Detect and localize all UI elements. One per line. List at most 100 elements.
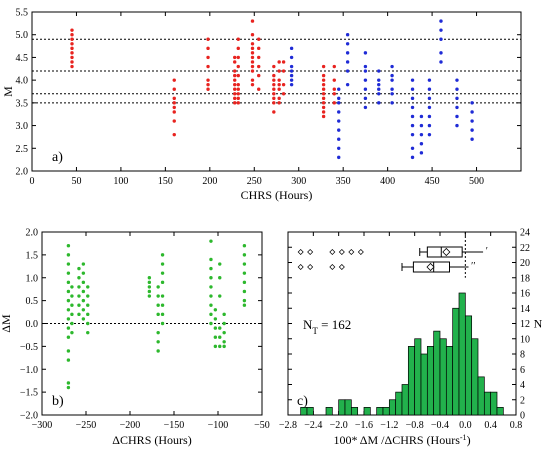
green-data-point (147, 285, 152, 289)
blue-data-point (390, 64, 394, 69)
red-data-point (332, 92, 336, 96)
blue-data-point (337, 101, 341, 105)
red-data-point (281, 82, 286, 87)
x-tick-label: 0 (30, 176, 35, 187)
red-data-point (281, 60, 286, 64)
red-data-point (206, 87, 210, 91)
y-tick-label: −0.5 (20, 342, 38, 353)
green-data-point (222, 321, 226, 326)
red-data-point (272, 73, 276, 78)
red-data-point (70, 64, 74, 69)
green-data-point (222, 330, 226, 335)
blue-data-point (363, 78, 368, 82)
green-data-point (77, 276, 81, 280)
blue-data-point (439, 19, 443, 23)
red-data-point (233, 55, 237, 60)
x-axis-label: ΔCHRS (Hours) (112, 433, 191, 447)
x-tick-label: −0.4 (431, 420, 449, 431)
green-data-point (156, 285, 160, 289)
green-data-point (242, 253, 247, 257)
red-data-point (70, 51, 74, 55)
blue-data-point (363, 69, 368, 73)
blue-data-point (470, 110, 474, 114)
y-tick-label: 5.0 (16, 30, 29, 41)
red-data-point (70, 33, 74, 37)
blue-data-point (419, 151, 424, 155)
y-tick-label: 0.5 (26, 296, 39, 307)
blue-data-point (427, 87, 432, 91)
x-tick-label: −50 (254, 420, 270, 431)
red-data-point (321, 96, 326, 101)
histogram-bar (477, 376, 485, 416)
x-tick-label: 250 (247, 176, 262, 187)
green-data-point (222, 340, 226, 344)
red-data-point (321, 78, 326, 82)
red-data-point (70, 60, 74, 64)
histogram-bar (338, 399, 346, 416)
red-data-point (250, 69, 255, 73)
red-data-point (277, 78, 281, 82)
red-data-point (321, 110, 326, 114)
histogram-bar (414, 338, 422, 416)
blue-data-point (377, 69, 381, 73)
x-tick-label: 450 (425, 176, 440, 187)
green-data-point (160, 294, 165, 298)
blue-data-point (419, 132, 424, 137)
red-data-point (250, 46, 255, 51)
green-data-point (70, 303, 74, 307)
blue-data-point (455, 114, 459, 119)
y-tick-label: 2.0 (26, 228, 39, 239)
y-tick-label: 6 (520, 365, 525, 376)
green-data-point (213, 344, 218, 349)
red-data-point (250, 55, 255, 60)
x-tick-label: 500 (469, 176, 484, 187)
red-data-point (233, 96, 237, 101)
x-tick-label: 100 (113, 176, 128, 187)
red-data-point (321, 92, 326, 96)
blue-data-point (377, 87, 381, 91)
blue-data-point (337, 137, 341, 141)
green-data-point (218, 335, 222, 339)
green-data-point (160, 271, 165, 275)
red-data-point (321, 82, 326, 87)
histogram-bar (401, 384, 409, 416)
red-data-point (70, 42, 74, 46)
x-tick-label: 350 (336, 176, 351, 187)
y-tick-label: 8 (520, 350, 525, 361)
green-data-point (147, 289, 152, 294)
red-data-point (332, 64, 336, 69)
boxplot-outlier (329, 249, 336, 255)
y-axis-label: ΔM (0, 314, 13, 333)
red-data-point (172, 119, 176, 123)
red-data-point (272, 64, 276, 69)
x-tick-label: −100 (208, 420, 229, 431)
red-data-point (70, 37, 74, 41)
histogram-bar (363, 407, 371, 416)
red-data-point (250, 60, 255, 64)
blue-data-point (439, 37, 443, 41)
green-data-point (209, 266, 213, 271)
x-tick-label: −1.6 (355, 420, 373, 431)
blue-data-point (289, 78, 294, 82)
blue-data-point (390, 87, 394, 91)
green-data-point (156, 303, 160, 307)
red-data-point (236, 82, 240, 87)
green-data-point (213, 317, 218, 321)
y-tick-label: −1.5 (20, 388, 38, 399)
red-data-point (250, 78, 255, 82)
x-tick-label: 300 (291, 176, 306, 187)
histogram-bar (420, 353, 428, 416)
green-data-point (66, 381, 71, 385)
red-data-point (70, 55, 74, 60)
green-data-point (81, 289, 86, 294)
blue-data-point (455, 87, 459, 91)
red-data-point (281, 69, 286, 73)
blue-data-point (470, 137, 474, 141)
blue-data-point (337, 155, 341, 160)
blue-data-point (410, 105, 415, 110)
green-data-point (70, 330, 74, 335)
green-data-point (209, 312, 213, 317)
blue-data-point (390, 78, 394, 82)
green-data-point (213, 335, 218, 339)
